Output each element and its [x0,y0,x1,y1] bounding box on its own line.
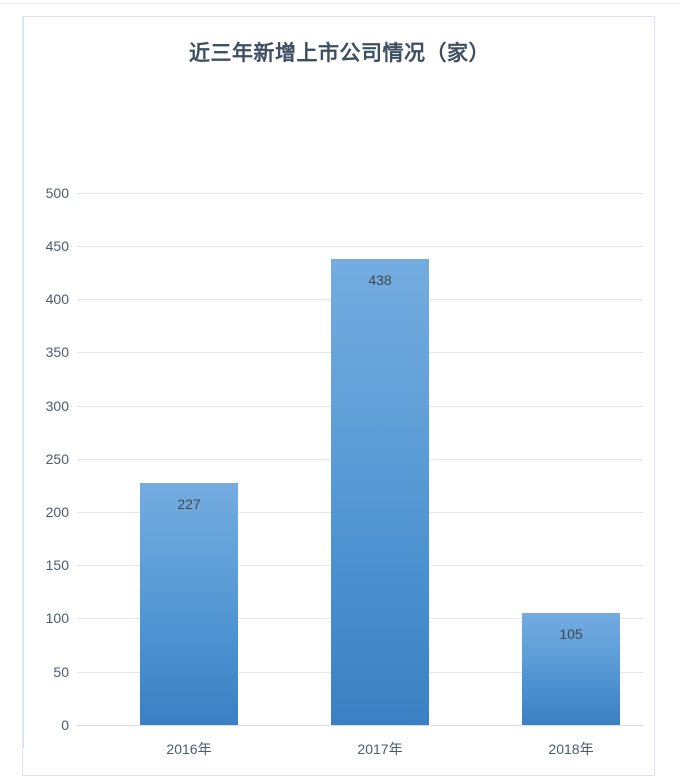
y-axis-line [23,17,24,748]
y-tick-label-300: 300 [45,398,69,414]
plot-area: 500 450 400 350 300 250 200 150 100 50 0… [23,17,656,777]
bar-value-label-2017: 438 [368,271,392,288]
x-tick-label-2018: 2018年 [548,741,594,757]
y-tick-label-50: 50 [53,664,69,680]
y-tick-label-200: 200 [45,504,69,520]
top-divider [0,3,680,4]
y-tick-label-100: 100 [45,610,69,626]
x-tick-label-2016: 2016年 [166,741,212,757]
y-tick-label-0: 0 [61,717,69,733]
y-tick-label-150: 150 [45,557,69,573]
y-tick-label-450: 450 [45,238,69,254]
y-tick-label-400: 400 [45,291,69,307]
gridline-450 [77,246,643,247]
y-tick-label-350: 350 [45,344,69,360]
bar-value-label-2016: 227 [177,496,201,513]
chart-title: 近三年新增上市公司情况（家） [189,42,490,65]
gridline-500 [77,193,643,194]
bar-2018[interactable] [522,613,620,725]
x-tick-label-2017: 2017年 [357,741,403,757]
gridline-0 [77,725,643,726]
bar-2017[interactable] [331,258,429,725]
chart-panel: 近三年新增上市公司情况（家） 500 450 400 350 300 250 2… [22,16,655,776]
bar-value-label-2018: 105 [559,626,583,643]
y-tick-label-250: 250 [45,451,69,467]
y-tick-label-500: 500 [45,185,69,201]
bar-2016[interactable] [140,483,238,725]
